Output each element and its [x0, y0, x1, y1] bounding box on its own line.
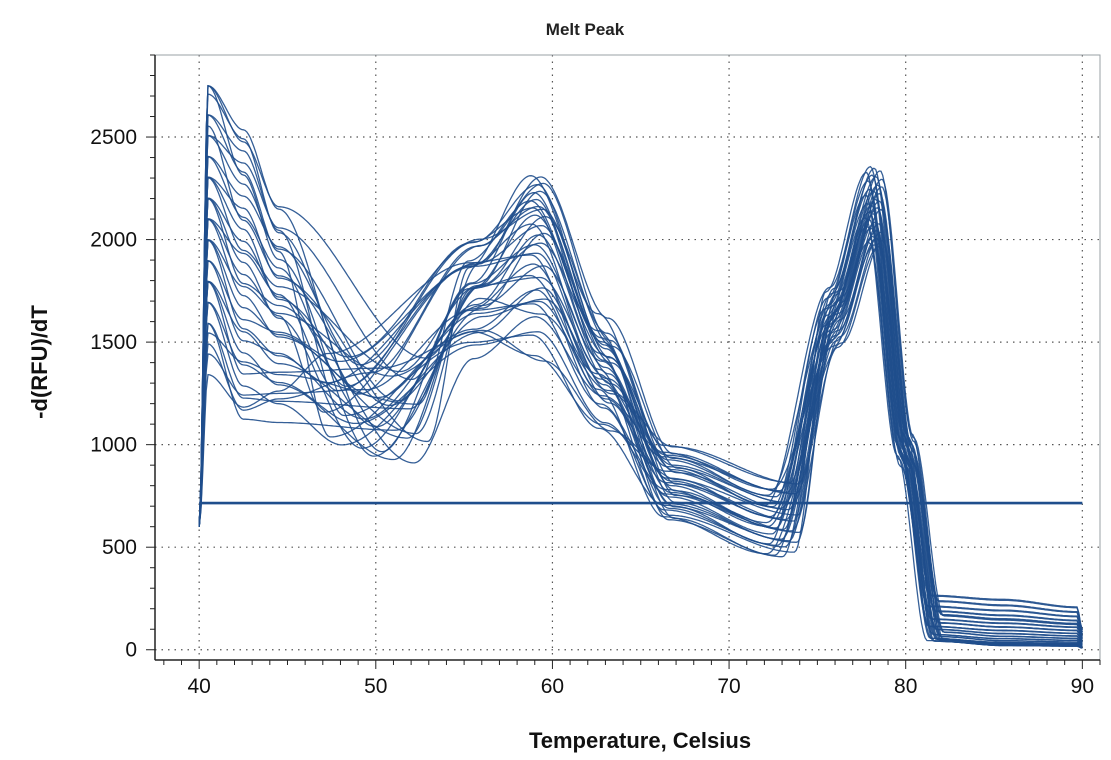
melt-curve-3 [198, 114, 1083, 648]
chart-title: Melt Peak [546, 20, 625, 39]
melt-curve-33 [198, 84, 1083, 649]
x-tick-label-50: 50 [364, 675, 387, 698]
axes [146, 54, 1101, 669]
x-tick-label-90: 90 [1071, 675, 1094, 698]
y-tick-label-2000: 2000 [90, 229, 137, 252]
melt-curve-23 [198, 190, 1083, 635]
melt-curve-29 [198, 223, 1083, 649]
x-tick-label-70: 70 [717, 675, 740, 698]
melt-curve-16 [198, 176, 1083, 649]
melt-curve-28 [198, 190, 1083, 644]
y-axis-title: -d(RFU)/dT [27, 305, 52, 419]
plot-frame [154, 54, 1101, 661]
melt-curve-14 [198, 114, 1083, 649]
melt-curve-30 [198, 84, 1083, 643]
y-tick-label-1500: 1500 [90, 331, 137, 354]
x-axis-title: Temperature, Celsius [529, 728, 751, 753]
melt-curve-6 [198, 93, 1083, 635]
melt-curve-32 [198, 217, 1083, 641]
melt-curve-27 [198, 175, 1083, 630]
ticks: 40 50 60 70 80 90 0 500 1000 1500 2000 2500 [90, 126, 1094, 698]
y-tick-label-500: 500 [102, 536, 137, 559]
melt-curve-11 [198, 135, 1083, 644]
x-tick-label-40: 40 [187, 675, 210, 698]
melt-curve-34 [198, 214, 1083, 640]
melt-curve-17 [198, 165, 1083, 640]
x-tick-label-80: 80 [894, 675, 917, 698]
x-tick-label-60: 60 [541, 675, 564, 698]
melt-curves [198, 84, 1083, 649]
melt-curve-31 [198, 204, 1083, 649]
melt-curve-24 [198, 197, 1083, 646]
melt-curve-36 [198, 200, 1083, 638]
melt-curve-25 [198, 85, 1083, 633]
y-tick-label-0: 0 [125, 639, 137, 662]
y-tick-label-2500: 2500 [90, 126, 137, 149]
grid [155, 55, 1100, 660]
y-tick-label-1000: 1000 [90, 434, 137, 457]
